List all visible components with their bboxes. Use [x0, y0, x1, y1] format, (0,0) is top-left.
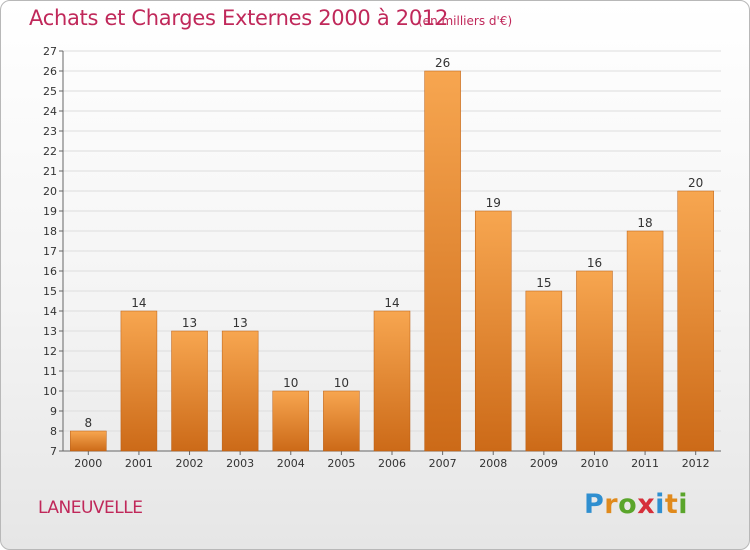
- bar: [424, 70, 461, 452]
- y-tick-label: 23: [43, 125, 57, 138]
- y-tick-label: 20: [43, 185, 57, 198]
- x-tick-label: 2007: [429, 457, 457, 470]
- bar-value-label: 13: [182, 316, 197, 330]
- bar: [70, 430, 107, 452]
- logo-letter: P: [584, 489, 605, 520]
- bar-value-label: 14: [131, 296, 146, 310]
- axes: 7 8 9 10 11 12 13 14 15 16 17 18 19 20 21 22 23 24 25 26 27 2…: [43, 45, 721, 470]
- bar-value-label: 19: [486, 196, 501, 210]
- logo-letter: x: [637, 489, 656, 520]
- y-tick-label: 18: [43, 225, 57, 238]
- bar-value-label: 13: [233, 316, 248, 330]
- bar: [221, 330, 259, 452]
- y-tick-label: 8: [50, 425, 57, 438]
- bar-value-label: 14: [384, 296, 399, 310]
- bar: [323, 390, 360, 452]
- logo-letter: i: [678, 489, 689, 520]
- x-tick-label: 2004: [277, 457, 305, 470]
- y-tick-label: 17: [43, 245, 57, 258]
- town-name: LANEUVELLE: [38, 498, 143, 518]
- y-tick-label: 9: [50, 405, 57, 418]
- logo-letter: o: [618, 489, 638, 520]
- bar: [576, 270, 613, 452]
- bar: [272, 390, 310, 452]
- y-tick-label: 27: [43, 45, 57, 58]
- bar: [120, 310, 158, 452]
- logo-letter: i: [655, 489, 665, 520]
- bars: 8 14 13 13 10 10 14 26 19 15 16 18 20: [70, 56, 714, 452]
- bar: [525, 290, 563, 452]
- bar-value-label: 18: [637, 216, 652, 230]
- y-tick-label: 26: [43, 65, 57, 78]
- bar: [677, 190, 714, 452]
- bar: [474, 210, 512, 452]
- x-tick-label: 2002: [176, 457, 204, 470]
- bar-value-label: 10: [283, 376, 298, 390]
- y-tick-label: 12: [43, 345, 57, 358]
- bar-value-label: 15: [536, 276, 551, 290]
- x-tick-label: 2011: [631, 457, 659, 470]
- y-tick-label: 7: [50, 445, 57, 458]
- x-tick-label: 2009: [530, 457, 558, 470]
- x-tick-label: 2006: [378, 457, 406, 470]
- y-tick-label: 22: [43, 145, 57, 158]
- bar-value-label: 10: [334, 376, 349, 390]
- x-tick-label: 2005: [327, 457, 355, 470]
- y-tick-label: 19: [43, 205, 57, 218]
- x-tick-label: 2003: [226, 457, 254, 470]
- x-tick-label: 2000: [74, 457, 102, 470]
- y-tick-label: 14: [43, 305, 57, 318]
- bar-value-label: 26: [435, 56, 450, 70]
- y-tick-label: 15: [43, 285, 57, 298]
- y-tick-label: 10: [43, 385, 57, 398]
- y-tick-label: 11: [43, 365, 57, 378]
- bar-value-label: 20: [688, 176, 703, 190]
- chart-subtitle: (en milliers d'€): [418, 14, 513, 28]
- proxiti-logo: Proxiti: [584, 489, 688, 520]
- x-tick-label: 2012: [682, 457, 710, 470]
- bar: [171, 330, 208, 452]
- chart-title: Achats et Charges Externes 2000 à 2012: [29, 6, 449, 30]
- x-tick-label: 2010: [580, 457, 608, 470]
- y-tick-label: 24: [43, 105, 57, 118]
- bar: [626, 230, 664, 452]
- x-tick-label: 2001: [125, 457, 153, 470]
- logo-letter: t: [664, 489, 679, 520]
- logo-letter: r: [604, 489, 619, 520]
- bar-value-label: 16: [587, 256, 602, 270]
- bar: [373, 310, 411, 452]
- y-tick-label: 13: [43, 325, 57, 338]
- y-tick-label: 21: [43, 165, 57, 178]
- x-tick-label: 2008: [479, 457, 507, 470]
- y-tick-label: 25: [43, 85, 57, 98]
- bar-value-label: 8: [84, 416, 92, 430]
- y-tick-label: 16: [43, 265, 57, 278]
